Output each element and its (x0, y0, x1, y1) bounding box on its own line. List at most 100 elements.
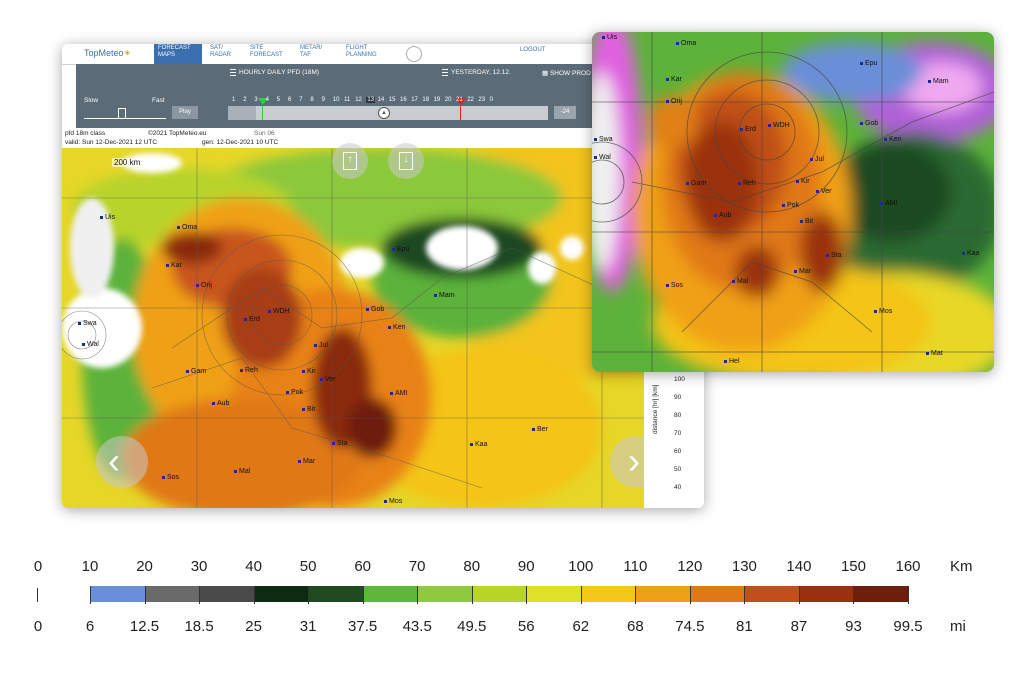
hour-label[interactable]: 15 (388, 97, 396, 103)
layer-down-button[interactable]: ↓ (388, 143, 424, 179)
hour-label[interactable]: 18 (422, 97, 430, 103)
legend-km-tick: 70 (408, 558, 426, 575)
legend-mi-tick: 31 (299, 618, 317, 635)
menu-icon (442, 69, 448, 76)
show-products-button[interactable]: ▦ SHOW PROD (542, 70, 591, 77)
inset-place-label: Epu (860, 60, 877, 67)
map-info-header: pfd 18m class ©2021 TopMeteo.eu Sun 06 v… (62, 128, 702, 148)
hour-label[interactable]: 11 (344, 97, 351, 103)
hour-label[interactable]: 10 (332, 97, 340, 103)
date-selector[interactable]: YESTERDAY, 12.12. (442, 69, 511, 76)
distance-axis: 100 90 80 70 60 50 40 distance [hr] [km] (644, 368, 704, 508)
legend-tick-mark (471, 586, 473, 604)
hour-label[interactable]: 21 (456, 97, 463, 103)
top-navigation: TopMeteo✶ FORECAST MAPS SAT/ RADAR SITE … (62, 44, 704, 66)
logout-link[interactable]: LOGOUT (520, 47, 546, 53)
hour-label[interactable]: 22 (467, 97, 474, 103)
hour-label[interactable]: 6 (288, 97, 292, 103)
legend-tick-mark (253, 586, 255, 604)
nav-sat-radar[interactable]: SAT/ RADAR (210, 45, 232, 58)
distance-axis-label: distance [hr] [km] (652, 384, 659, 435)
user-icon[interactable] (406, 46, 422, 62)
place-label: Jul (314, 342, 328, 349)
speed-slider-handle[interactable] (118, 108, 126, 119)
legend-color-swatch (689, 586, 745, 602)
timeline-thumb[interactable]: ▲ (378, 107, 390, 119)
inset-place-label: Gob (860, 120, 878, 127)
hour-label[interactable]: 19 (433, 97, 441, 103)
legend-tick-mark (362, 586, 364, 604)
inset-place-label: Mat (926, 350, 943, 357)
nav-metar-taf[interactable]: METAR/ TAF (300, 45, 323, 58)
inset-place-label: Kir (796, 178, 810, 185)
distance-tick: 100 (674, 376, 685, 383)
hour-label[interactable]: 4 (265, 97, 269, 103)
legend-km-tick: 150 (840, 558, 866, 575)
inset-place-label: Bit (800, 218, 813, 225)
hour-label[interactable]: 0 (489, 97, 493, 103)
distance-color-legend: 0 10 20 30 40 50 60 70 80 90 100 110 120 130 140 150 160… (0, 550, 1030, 650)
inset-place-label: Mar (794, 268, 811, 275)
layer-up-button[interactable]: ↑ (332, 143, 368, 179)
legend-color-swatch (635, 586, 690, 602)
inset-place-label: Reh (738, 180, 756, 187)
legend-km-tick: 0 (33, 558, 43, 575)
place-label: Mar (298, 458, 315, 465)
zoomed-inset-map[interactable]: Uis Oma Epu Kar Orij Mam Erd WDH Gob Ken Swa Wal Jul… (592, 32, 994, 372)
distance-tick: 40 (674, 484, 682, 491)
place-label: Reh (240, 367, 258, 374)
current-hour-marker[interactable] (258, 98, 268, 105)
place-label: Kir (302, 368, 316, 375)
legend-mi-tick: 81 (736, 618, 753, 635)
legend-km-tick: 140 (786, 558, 812, 575)
place-label: Wal (82, 341, 99, 348)
legend-color-swatch (471, 586, 527, 602)
hour-label[interactable]: 14 (377, 97, 385, 103)
minus-24-button[interactable]: -24 (554, 106, 576, 119)
hour-label[interactable]: 7 (299, 97, 303, 103)
legend-mi-tick: 25 (245, 618, 262, 635)
hour-label[interactable]: 1 (232, 97, 236, 103)
legend-km-tick: 60 (354, 558, 371, 575)
hour-label[interactable]: 9 (321, 97, 325, 103)
now-marker[interactable] (456, 98, 466, 105)
place-label: Uis (100, 214, 115, 221)
hour-label[interactable]: 2 (243, 97, 247, 103)
hour-label[interactable]: 17 (411, 97, 418, 103)
inset-place-label: Wal (594, 154, 611, 161)
hour-label[interactable]: 8 (310, 97, 314, 103)
nav-site-forecast[interactable]: SITE FORECAST (250, 45, 283, 58)
hour-timeline[interactable]: ▲ (228, 98, 548, 120)
inset-place-label: Aub (714, 212, 731, 219)
nav-forecast-maps[interactable]: FORECAST MAPS (154, 44, 202, 66)
place-label: Gam (186, 368, 206, 375)
hour-label[interactable]: 13 (366, 97, 376, 103)
play-button[interactable]: Play (172, 106, 198, 119)
place-label: Mam (434, 292, 455, 299)
speed-slider[interactable] (84, 108, 166, 119)
place-label: AMI (390, 390, 407, 397)
legend-tick-mark (908, 586, 909, 604)
arrow-down-icon: ↓ (399, 152, 413, 170)
legend-mi-tick: 74.5 (675, 618, 705, 635)
inset-place-label: Mam (928, 78, 949, 85)
hour-label[interactable]: 23 (478, 97, 486, 103)
hour-label[interactable]: 3 (254, 97, 258, 103)
legend-tick-mark (90, 586, 91, 604)
hour-label[interactable]: 16 (400, 97, 407, 103)
place-label: Bit (302, 406, 315, 413)
nav-flight-planning[interactable]: FLIGHT PLANNING (346, 45, 377, 58)
hour-label[interactable]: 5 (276, 97, 281, 103)
inset-place-label: Kar (666, 76, 682, 83)
legend-color-swatch (417, 586, 472, 602)
speed-slow-label: Slow (84, 97, 99, 104)
legend-color-swatch (90, 586, 145, 602)
inset-place-label: Uis (602, 34, 617, 41)
legend-mi-tick: 99.5 (893, 618, 923, 635)
topmeteo-logo[interactable]: TopMeteo✶ (84, 48, 132, 58)
previous-hour-button[interactable]: ‹ (96, 436, 148, 488)
legend-tick-mark (308, 586, 310, 604)
hour-label[interactable]: 12 (355, 97, 362, 103)
hour-label[interactable]: 20 (444, 97, 452, 103)
product-selector[interactable]: HOURLY DAILY PFD (18M) (230, 69, 319, 76)
